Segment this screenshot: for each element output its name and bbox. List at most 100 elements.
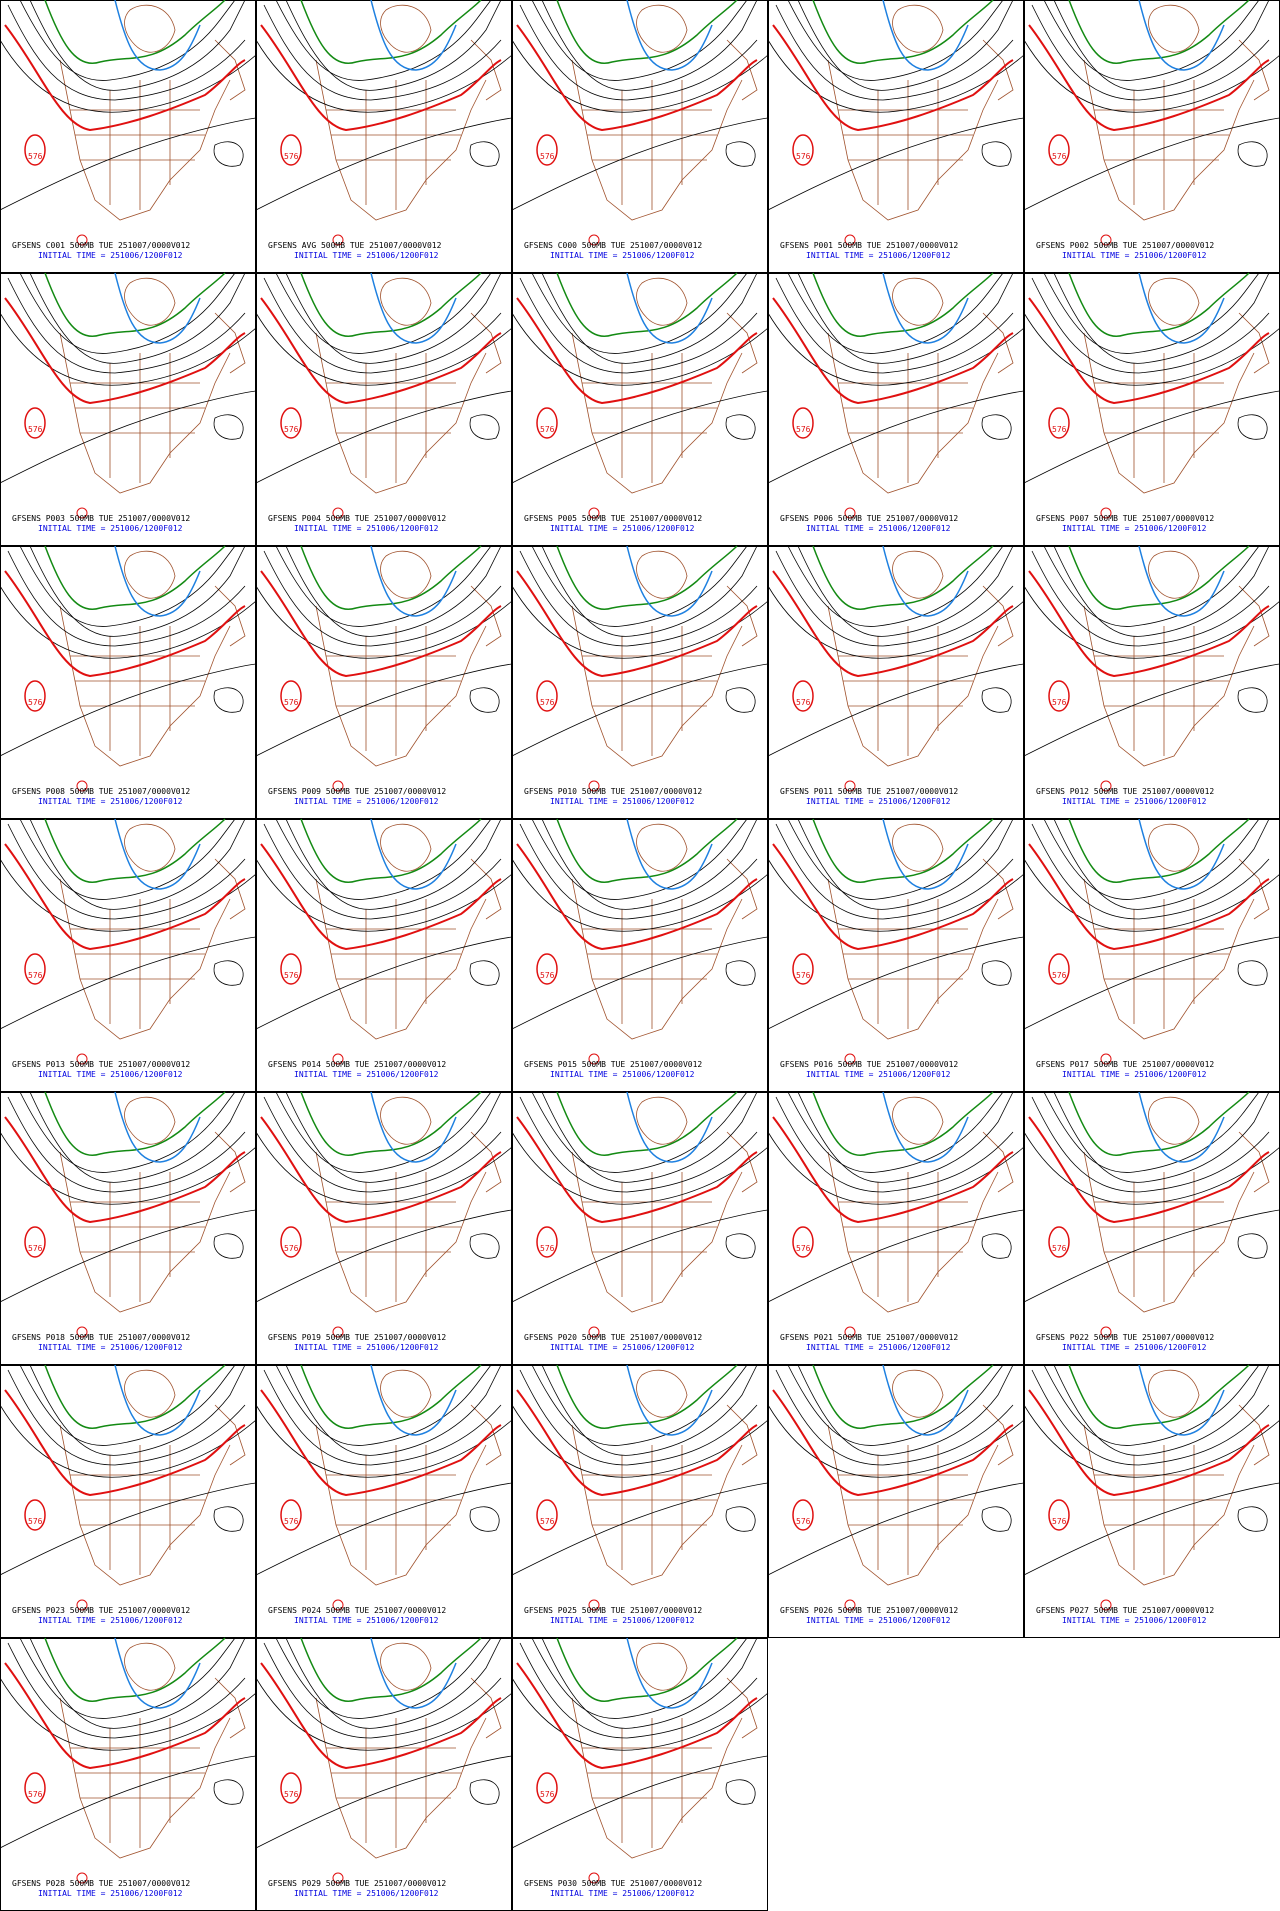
map-panel: 576 GFSENS P005 500MB TUE 251007/0000V012…: [511, 272, 769, 547]
panel-initial-time: INITIAL TIME = 251006/1200F012: [1062, 524, 1207, 533]
panel-initial-time: INITIAL TIME = 251006/1200F012: [550, 1070, 695, 1079]
panel-initial-time: INITIAL TIME = 251006/1200F012: [38, 1343, 183, 1352]
contour-map: [511, 1364, 769, 1639]
panel-initial-time: INITIAL TIME = 251006/1200F012: [1062, 251, 1207, 260]
map-panel: 576 GFSENS P028 500MB TUE 251007/0000V012…: [0, 1637, 257, 1911]
contour-label: 576: [796, 425, 811, 434]
contour-map: [255, 1637, 513, 1911]
contour-label: 576: [28, 425, 43, 434]
panel-title: GFSENS P012 500MB TUE 251007/0000V012: [1036, 787, 1214, 796]
panel-title: GFSENS P010 500MB TUE 251007/0000V012: [524, 787, 702, 796]
contour-map: [767, 1091, 1025, 1366]
contour-map: [1023, 1364, 1280, 1639]
contour-label: 576: [796, 152, 811, 161]
panel-title: GFSENS P023 500MB TUE 251007/0000V012: [12, 1606, 190, 1615]
contour-label: 576: [28, 1517, 43, 1526]
contour-label: 576: [28, 152, 43, 161]
panel-title: GFSENS P002 500MB TUE 251007/0000V012: [1036, 241, 1214, 250]
map-panel: 576 GFSENS P011 500MB TUE 251007/0000V012…: [767, 545, 1025, 820]
map-panel: 576 GFSENS P023 500MB TUE 251007/0000V012…: [0, 1364, 257, 1639]
panel-initial-time: INITIAL TIME = 251006/1200F012: [38, 1616, 183, 1625]
contour-label: 576: [540, 698, 555, 707]
contour-map: [1023, 545, 1280, 820]
contour-label: 576: [796, 1244, 811, 1253]
contour-label: 576: [284, 1790, 299, 1799]
map-panel: 576 GFSENS C000 500MB TUE 251007/0000V012…: [511, 0, 769, 274]
contour-map: [255, 0, 513, 274]
panel-title: GFSENS P017 500MB TUE 251007/0000V012: [1036, 1060, 1214, 1069]
contour-label: 576: [540, 1517, 555, 1526]
contour-map: [255, 1091, 513, 1366]
panel-initial-time: INITIAL TIME = 251006/1200F012: [38, 797, 183, 806]
panel-initial-time: INITIAL TIME = 251006/1200F012: [806, 1343, 951, 1352]
contour-map: [511, 818, 769, 1093]
contour-map: [1023, 818, 1280, 1093]
panel-title: GFSENS P026 500MB TUE 251007/0000V012: [780, 1606, 958, 1615]
contour-map: [0, 1091, 257, 1366]
contour-map: [1023, 1091, 1280, 1366]
panel-title: GFSENS P020 500MB TUE 251007/0000V012: [524, 1333, 702, 1342]
map-panel: 576 GFSENS P021 500MB TUE 251007/0000V012…: [767, 1091, 1025, 1366]
contour-label: 576: [1052, 1517, 1067, 1526]
contour-label: 576: [28, 1244, 43, 1253]
panel-title: GFSENS P006 500MB TUE 251007/0000V012: [780, 514, 958, 523]
panel-title: GFSENS P030 500MB TUE 251007/0000V012: [524, 1879, 702, 1888]
map-panel: 576 GFSENS P026 500MB TUE 251007/0000V012…: [767, 1364, 1025, 1639]
panel-title: GFSENS P029 500MB TUE 251007/0000V012: [268, 1879, 446, 1888]
panel-initial-time: INITIAL TIME = 251006/1200F012: [294, 1616, 439, 1625]
contour-label: 576: [284, 971, 299, 980]
map-panel: 576 GFSENS P014 500MB TUE 251007/0000V012…: [255, 818, 513, 1093]
panel-title: GFSENS P009 500MB TUE 251007/0000V012: [268, 787, 446, 796]
panel-title: GFSENS P013 500MB TUE 251007/0000V012: [12, 1060, 190, 1069]
contour-label: 576: [284, 1244, 299, 1253]
panel-initial-time: INITIAL TIME = 251006/1200F012: [550, 1616, 695, 1625]
contour-map: [255, 1364, 513, 1639]
contour-label: 576: [796, 1517, 811, 1526]
contour-map: [255, 272, 513, 547]
contour-map: [255, 545, 513, 820]
panel-title: GFSENS P005 500MB TUE 251007/0000V012: [524, 514, 702, 523]
contour-label: 576: [540, 971, 555, 980]
contour-label: 576: [540, 1244, 555, 1253]
contour-map: [511, 1091, 769, 1366]
map-panel: 576 GFSENS P004 500MB TUE 251007/0000V012…: [255, 272, 513, 547]
contour-label: 576: [540, 152, 555, 161]
contour-map: [255, 818, 513, 1093]
panel-initial-time: INITIAL TIME = 251006/1200F012: [550, 251, 695, 260]
map-panel: 576 GFSENS P030 500MB TUE 251007/0000V012…: [511, 1637, 769, 1911]
contour-label: 576: [284, 425, 299, 434]
map-panel: 576 GFSENS AVG 500MB TUE 251007/0000V012I…: [255, 0, 513, 274]
map-panel: 576 GFSENS P017 500MB TUE 251007/0000V012…: [1023, 818, 1280, 1093]
contour-map: [0, 545, 257, 820]
map-panel: 576 GFSENS P003 500MB TUE 251007/0000V012…: [0, 272, 257, 547]
contour-label: 576: [1052, 698, 1067, 707]
map-panel: 576 GFSENS P020 500MB TUE 251007/0000V012…: [511, 1091, 769, 1366]
contour-label: 576: [28, 971, 43, 980]
contour-label: 576: [284, 698, 299, 707]
panel-initial-time: INITIAL TIME = 251006/1200F012: [294, 1889, 439, 1898]
panel-initial-time: INITIAL TIME = 251006/1200F012: [294, 1070, 439, 1079]
panel-title: GFSENS P024 500MB TUE 251007/0000V012: [268, 1606, 446, 1615]
contour-label: 576: [796, 698, 811, 707]
map-panel: 576 GFSENS P009 500MB TUE 251007/0000V012…: [255, 545, 513, 820]
panel-initial-time: INITIAL TIME = 251006/1200F012: [806, 524, 951, 533]
panel-initial-time: INITIAL TIME = 251006/1200F012: [294, 251, 439, 260]
contour-label: 576: [28, 1790, 43, 1799]
panel-title: GFSENS P003 500MB TUE 251007/0000V012: [12, 514, 190, 523]
map-panel: 576 GFSENS P006 500MB TUE 251007/0000V012…: [767, 272, 1025, 547]
panel-initial-time: INITIAL TIME = 251006/1200F012: [294, 524, 439, 533]
contour-label: 576: [540, 1790, 555, 1799]
panel-title: GFSENS P018 500MB TUE 251007/0000V012: [12, 1333, 190, 1342]
map-panel: 576 GFSENS P029 500MB TUE 251007/0000V012…: [255, 1637, 513, 1911]
map-panel: 576 GFSENS C001 500MB TUE 251007/0000V012…: [0, 0, 257, 274]
panel-initial-time: INITIAL TIME = 251006/1200F012: [550, 1343, 695, 1352]
panel-initial-time: INITIAL TIME = 251006/1200F012: [1062, 797, 1207, 806]
map-panel: 576 GFSENS P025 500MB TUE 251007/0000V012…: [511, 1364, 769, 1639]
panel-title: GFSENS P021 500MB TUE 251007/0000V012: [780, 1333, 958, 1342]
panel-title: GFSENS AVG 500MB TUE 251007/0000V012: [268, 241, 442, 250]
panel-title: GFSENS C001 500MB TUE 251007/0000V012: [12, 241, 190, 250]
panel-title: GFSENS P004 500MB TUE 251007/0000V012: [268, 514, 446, 523]
panel-title: GFSENS P027 500MB TUE 251007/0000V012: [1036, 1606, 1214, 1615]
panel-initial-time: INITIAL TIME = 251006/1200F012: [550, 797, 695, 806]
